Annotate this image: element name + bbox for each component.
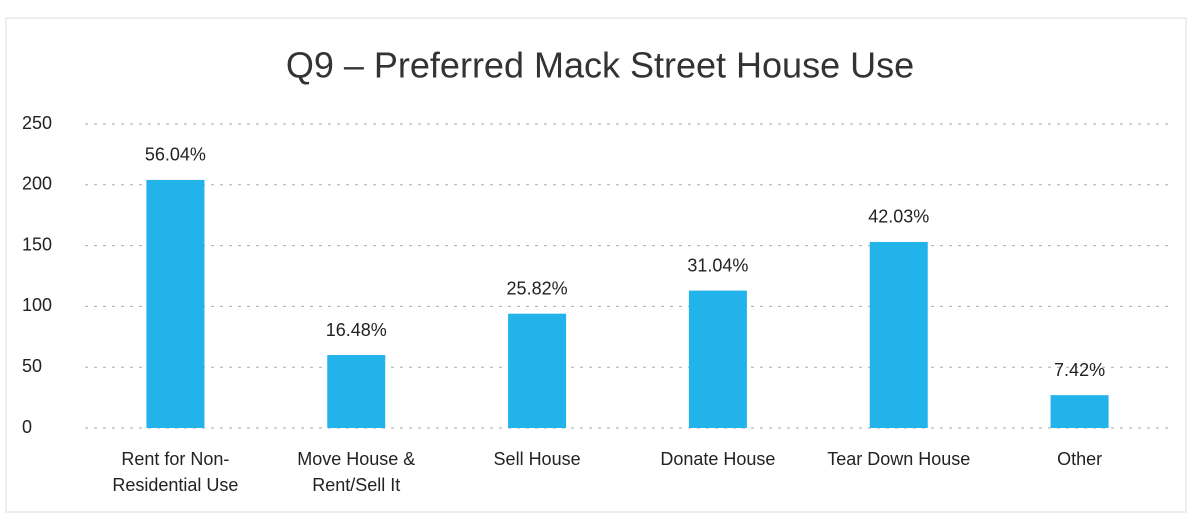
y-tick-label: 200: [22, 174, 52, 194]
data-label: 31.04%: [687, 255, 748, 275]
chart-title: Q9 – Preferred Mack Street House Use: [286, 45, 914, 86]
data-label: 42.03%: [868, 207, 929, 227]
x-tick-label: Rent for Non-Residential Use: [112, 449, 239, 495]
x-tick-label: Move House & Rent/Sell It: [297, 449, 416, 495]
bar: [508, 313, 567, 428]
y-tick-label: 50: [22, 356, 42, 376]
y-tick-label: 0: [22, 417, 32, 437]
bar: [146, 179, 205, 428]
bar: [688, 290, 747, 428]
data-label: 7.42%: [1054, 360, 1105, 380]
y-tick-label: 250: [22, 113, 52, 133]
bar: [869, 241, 928, 428]
chart-border: [5, 17, 1187, 513]
x-tick-label: Tear Down House: [827, 449, 971, 469]
data-label: 25.82%: [507, 278, 568, 298]
x-tick-label: Sell House: [493, 449, 581, 469]
x-tick-label: Other: [1057, 449, 1103, 469]
y-tick-label: 150: [22, 234, 52, 254]
bar: [1050, 395, 1109, 428]
bar: [327, 355, 386, 428]
x-tick-label: Donate House: [660, 449, 776, 469]
y-tick-label: 100: [22, 295, 52, 315]
data-label: 56.04%: [145, 145, 206, 165]
data-label: 16.48%: [326, 320, 387, 340]
